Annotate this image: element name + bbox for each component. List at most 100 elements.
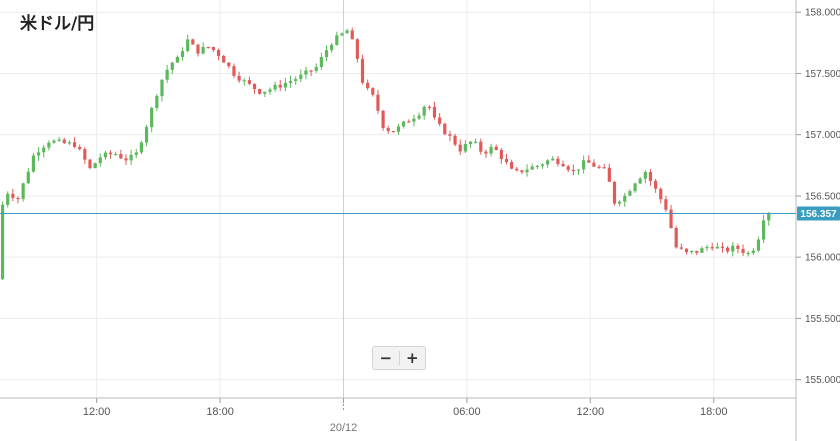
candle-body-up [144, 127, 149, 143]
candle-body-up [345, 30, 349, 34]
candle-body-down [407, 121, 411, 123]
candle-body-down [108, 152, 113, 155]
candle-body-down [479, 141, 483, 152]
candle-body-up [304, 70, 308, 75]
candle-body-up [690, 250, 694, 253]
candle-body-up [525, 169, 529, 173]
candle-body-up [535, 165, 539, 168]
candle-body-up [242, 80, 246, 82]
candle-body-down [196, 44, 200, 54]
candle-body-up [67, 142, 72, 144]
candle-body-down [443, 123, 447, 135]
candle-body-up [103, 152, 108, 158]
candle-body-down [309, 70, 313, 72]
candle-body-up [170, 62, 174, 70]
zoom-in-button[interactable]: + [400, 347, 426, 369]
candle-body-down [78, 146, 82, 150]
candle-body-down [258, 89, 262, 94]
current-price-label: 156.357 [800, 209, 837, 220]
candle-body-up [21, 183, 25, 199]
candle-body-down [232, 66, 236, 76]
candle-body-up [273, 84, 277, 90]
candle-body-down [669, 209, 673, 229]
candle-body-up [643, 171, 647, 179]
candle-body-up [57, 139, 61, 141]
zoom-divider [398, 351, 400, 365]
chart-grid [0, 0, 796, 398]
candle-body-down [679, 247, 683, 249]
candle-body-up [52, 140, 56, 143]
candle-body-down [695, 250, 699, 253]
candle-body-down [561, 163, 565, 167]
candle-body-up [31, 155, 36, 172]
candle-body-up [422, 106, 426, 116]
candle-body-down [664, 199, 668, 210]
candle-body-up [319, 57, 323, 68]
candle-body-up [93, 163, 97, 169]
x-tick-label: 18:00 [700, 406, 728, 418]
candle-body-up [767, 213, 771, 221]
candle-body-up [700, 248, 704, 253]
candle-body-up [396, 126, 401, 132]
candle-body-up [155, 96, 159, 108]
candle-body-down [206, 46, 210, 49]
candle-body-up [540, 164, 545, 166]
candle-body-down [124, 158, 128, 161]
candle-body-down [741, 248, 745, 253]
candle-body-down [247, 80, 251, 84]
candle-body-up [705, 246, 709, 249]
current-price-badge [797, 206, 840, 221]
candle-body-down [607, 167, 611, 182]
candles-layer [0, 27, 771, 280]
candle-body-down [602, 167, 606, 169]
candle-body-up [412, 118, 416, 122]
candle-body-down [227, 62, 231, 67]
candle-body-down [556, 158, 560, 164]
candle-body-up [201, 46, 205, 54]
candle-body-up [417, 115, 421, 119]
candle-body-down [726, 247, 730, 252]
candle-body-down [510, 162, 514, 169]
zoom-out-button[interactable]: − [373, 347, 399, 369]
candle-body-up [756, 239, 761, 251]
candle-body-up [134, 152, 138, 155]
candle-body-down [391, 131, 395, 133]
candle-body-up [474, 141, 478, 143]
chart-title: 米ドル/円 [20, 13, 94, 34]
x-tick-label: 12:00 [83, 406, 111, 418]
candle-body-down [720, 246, 725, 248]
candle-body-up [288, 80, 293, 83]
candle-body-up [150, 107, 154, 128]
candle-body-up [263, 91, 267, 94]
candle-body-up [36, 152, 41, 156]
candle-body-up [340, 33, 344, 36]
candle-body-down [710, 246, 714, 249]
candle-body-up [489, 146, 493, 154]
candle-body-up [283, 82, 287, 88]
candle-body-down [684, 248, 689, 253]
candle-body-up [0, 204, 5, 280]
candle-body-up [628, 191, 632, 196]
candle-body-down [648, 171, 653, 181]
candle-body-down [11, 193, 15, 198]
candle-body-up [623, 195, 627, 202]
candle-body-down [119, 153, 123, 159]
date-label: 20/12 [330, 422, 358, 434]
candle-body-down [355, 39, 359, 59]
candle-body-down [612, 181, 617, 204]
candle-body-up [751, 250, 755, 253]
candle-body-up [175, 56, 179, 63]
candle-body-down [499, 149, 503, 159]
candle-body-down [222, 55, 226, 63]
candle-body-down [515, 168, 519, 171]
candle-body-down [366, 82, 370, 89]
candle-body-up [129, 154, 133, 161]
candle-body-up [530, 166, 534, 170]
candle-body-down [381, 110, 385, 129]
candle-body-up [731, 245, 735, 252]
candle-body-down [88, 159, 92, 169]
y-tick-label: 156.500 [805, 191, 840, 202]
candle-body-down [504, 158, 509, 163]
